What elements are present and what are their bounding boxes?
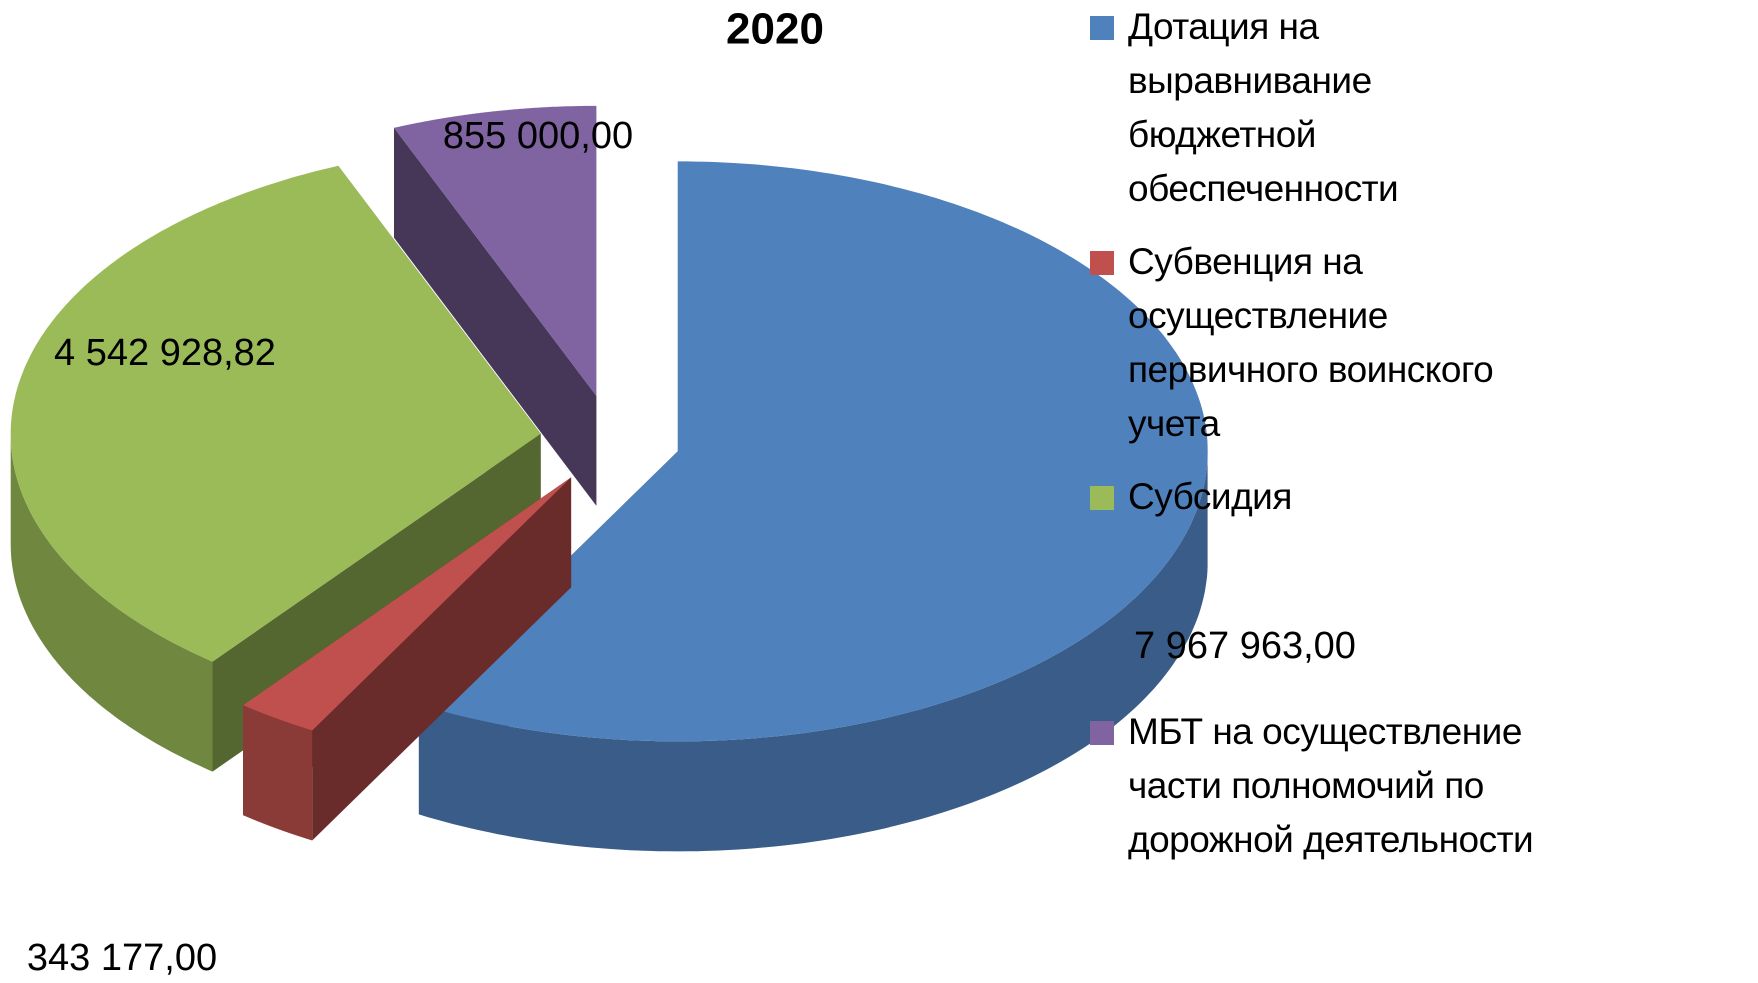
slice-radial-face (243, 477, 572, 816)
legend-swatch (1090, 721, 1114, 745)
slice-side (10, 436, 213, 772)
legend-label: Субвенция на осуществление первичного во… (1128, 241, 1494, 444)
data-label: 343 177,00 (27, 937, 217, 979)
legend-label: Дотация на выравнивание бюджетной обеспе… (1128, 6, 1399, 209)
legend-entry: Дотация на выравнивание бюджетной обеспе… (1090, 0, 1750, 216)
data-label: 4 542 928,82 (54, 332, 276, 374)
slice-side (418, 456, 1208, 852)
legend-label: МБТ на осуществление части полномочий по… (1128, 711, 1534, 860)
slice-radial-face (394, 127, 597, 506)
slice-top (394, 105, 597, 396)
legend-swatch (1090, 486, 1114, 510)
chart-title: 2020 (726, 5, 824, 54)
legend-entry: Субсидия (1090, 470, 1750, 524)
slice-side (243, 705, 313, 841)
data-label: 7 967 963,00 (1134, 625, 1356, 667)
legend-label: Субсидия (1128, 476, 1292, 517)
slice-top (10, 165, 541, 662)
slice-top (243, 477, 572, 731)
slice (243, 477, 572, 841)
legend-entry: Субвенция на осуществление первичного во… (1090, 235, 1750, 451)
slice-top (418, 161, 1208, 742)
slice (418, 161, 1208, 852)
legend-swatch (1090, 251, 1114, 275)
slice (394, 105, 597, 506)
data-label: 855 000,00 (443, 115, 633, 157)
legend-entry: МБТ на осуществление части полномочий по… (1090, 705, 1750, 867)
legend-swatch (1090, 16, 1114, 40)
